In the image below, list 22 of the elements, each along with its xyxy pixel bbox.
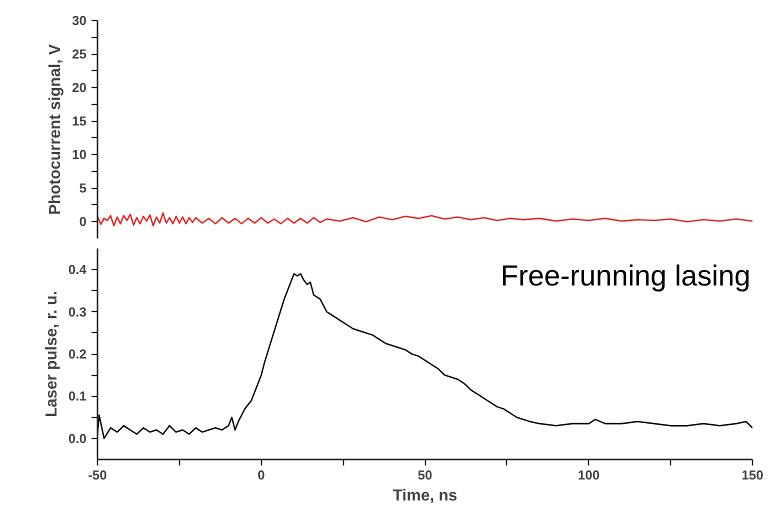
- y-tick-label: 30: [72, 13, 87, 28]
- y-tick-label: 0.1: [68, 388, 87, 404]
- y-tick-label: 15: [72, 114, 87, 129]
- x-tick-label: 150: [742, 468, 764, 482]
- x-tick-label: 100: [578, 468, 600, 482]
- line-series: [98, 212, 752, 226]
- y-tick-label: 0.0: [68, 430, 87, 446]
- y-tick-label: 0.2: [68, 346, 87, 362]
- y-tick-label: 25: [72, 46, 87, 62]
- y-tick-label: 0.3: [68, 304, 87, 320]
- y-tick-label: 5: [79, 180, 87, 196]
- x-tick-label: 0: [258, 468, 265, 482]
- y-axis-title: Laser pulse, r. u.: [43, 290, 60, 418]
- y-tick-label: 10: [72, 147, 87, 162]
- x-tick-label: -50: [88, 468, 107, 482]
- annotation: Free-running lasing: [500, 260, 751, 292]
- x-axis-title: Time, ns: [392, 488, 458, 504]
- x-tick-label: 50: [418, 468, 432, 482]
- y-axis-title: Photocurrent signal, V: [47, 44, 64, 215]
- y-tick-label: 0.4: [68, 262, 88, 278]
- y-tick-label: 0: [79, 214, 87, 230]
- y-tick-label: 20: [72, 80, 87, 96]
